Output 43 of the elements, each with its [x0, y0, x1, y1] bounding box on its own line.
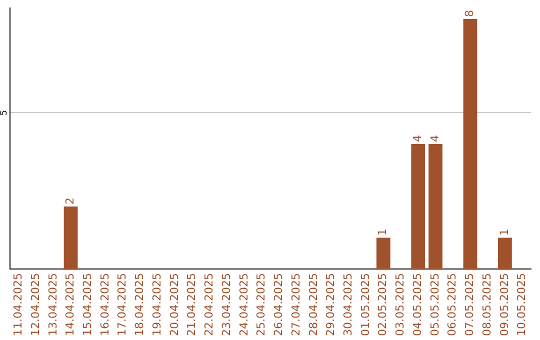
x-tick-label: 06.05.2025: [446, 273, 459, 336]
x-tick-label: 04.05.2025: [410, 273, 424, 336]
bar: [428, 144, 442, 270]
data-label: 1: [498, 228, 511, 236]
x-tick-label: 10.05.2025: [515, 273, 528, 336]
x-tick-label: 29.04.2025: [324, 273, 338, 336]
x-tick-label: 27.04.2025: [289, 273, 302, 336]
x-tick-label: 11.04.2025: [12, 273, 25, 336]
bar: [64, 206, 78, 270]
x-tick-label: 08.05.2025: [480, 273, 494, 336]
data-label: 1: [376, 228, 390, 236]
x-tick-label: 17.04.2025: [116, 273, 129, 336]
x-tick-label: 30.04.2025: [342, 273, 355, 336]
bar: [376, 238, 390, 270]
bar: [411, 144, 426, 270]
x-tick-label: 07.05.2025: [463, 273, 476, 336]
x-tick-label: 24.04.2025: [237, 273, 250, 336]
x-tick-label: 12.04.2025: [28, 273, 42, 336]
x-tick-label: 09.05.2025: [498, 273, 511, 336]
x-tick-label: 05.05.2025: [428, 273, 442, 336]
x-tick-label: 22.04.2025: [202, 273, 216, 336]
data-label: 4: [428, 134, 442, 142]
x-tick-label: 25.04.2025: [254, 273, 268, 336]
x-tick-label: 02.05.2025: [376, 273, 390, 336]
data-label: 4: [410, 134, 424, 142]
x-tick-label: 15.04.2025: [81, 273, 94, 336]
x-tick-label: 03.05.2025: [394, 273, 407, 336]
x-tick-label: 16.04.2025: [98, 273, 112, 336]
x-tick-label: 23.04.2025: [220, 273, 233, 336]
x-tick-label: 18.04.2025: [133, 273, 146, 336]
bar: [463, 18, 478, 270]
x-tick-label: 21.04.2025: [185, 273, 198, 336]
data-label: 2: [64, 198, 77, 204]
x-tick-label: 01.05.2025: [358, 273, 372, 336]
x-tick-label: 20.04.2025: [168, 273, 181, 336]
y-tick-label: 5: [0, 110, 10, 116]
data-label: 8: [463, 10, 476, 17]
x-tick-label: 19.04.2025: [150, 273, 164, 336]
x-tick-label: 26.04.2025: [272, 273, 286, 336]
bar: [498, 238, 512, 270]
x-tick-label: 13.04.2025: [46, 273, 60, 336]
x-tick-label: 14.04.2025: [64, 273, 77, 336]
x-tick-label: 28.04.2025: [306, 273, 320, 336]
